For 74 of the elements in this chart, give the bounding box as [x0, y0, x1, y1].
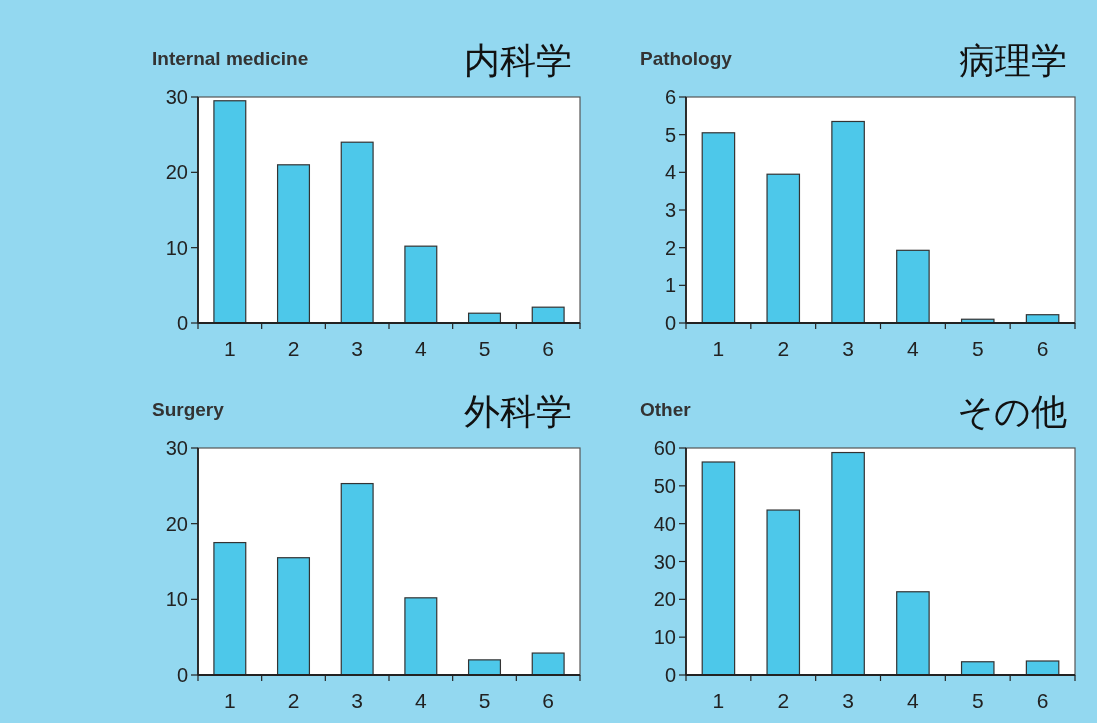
y-tick-label: 60 [653, 437, 676, 459]
y-tick-label: 40 [653, 512, 676, 535]
bar [531, 652, 565, 676]
bar [766, 509, 801, 676]
y-tick-label: 30 [165, 437, 188, 459]
y-tick-label: 5 [664, 123, 676, 146]
bar [276, 557, 311, 676]
x-tick-label: 1 [712, 337, 725, 360]
x-tick-label: 5 [478, 689, 491, 712]
x-tick-label: 3 [351, 689, 364, 712]
bar [896, 249, 930, 324]
y-tick-label: 10 [165, 588, 188, 611]
x-tick-label: 3 [842, 337, 854, 360]
y-tick-label: 0 [176, 664, 188, 686]
x-tick-label: 2 [777, 689, 790, 712]
y-tick-label: 3 [664, 199, 676, 221]
y-tick-label: 10 [653, 626, 676, 649]
chart-subtitle: 内科学 [464, 40, 572, 81]
chart-title: Surgery [152, 399, 225, 420]
x-tick-label: 6 [1036, 689, 1049, 712]
x-tick-label: 1 [223, 337, 236, 360]
bar [831, 120, 865, 324]
x-tick-label: 5 [478, 337, 491, 360]
x-tick-label: 2 [287, 689, 300, 712]
x-tick-label: 1 [223, 689, 236, 712]
x-tick-label: 3 [351, 337, 364, 360]
chart-subtitle: 病理学 [959, 40, 1067, 81]
y-tick-label: 20 [165, 161, 188, 184]
x-tick-label: 4 [907, 689, 920, 712]
y-tick-label: 6 [664, 86, 676, 108]
bar [340, 141, 374, 324]
y-tick-label: 2 [664, 236, 676, 259]
y-tick-label: 0 [176, 312, 188, 334]
x-tick-label: 4 [414, 337, 427, 360]
x-tick-label: 4 [907, 337, 920, 360]
bar [701, 132, 736, 324]
y-tick-label: 20 [165, 512, 188, 535]
x-tick-label: 2 [287, 337, 300, 360]
bar [766, 173, 801, 324]
chart-subtitle: その他 [957, 391, 1067, 432]
x-tick-label: 5 [971, 337, 984, 360]
x-tick-label: 2 [777, 337, 790, 360]
bar [213, 541, 247, 676]
y-tick-label: 0 [664, 312, 676, 334]
bar [404, 245, 438, 324]
bar [276, 164, 311, 324]
chart-subtitle: 外科学 [464, 391, 572, 432]
y-tick-label: 30 [653, 550, 676, 573]
x-tick-label: 6 [542, 337, 555, 360]
chart-title: Other [640, 399, 692, 420]
y-tick-label: 30 [165, 86, 188, 108]
y-tick-label: 4 [664, 161, 676, 184]
x-tick-label: 3 [842, 689, 854, 712]
bar [701, 461, 736, 676]
y-tick-label: 20 [653, 588, 676, 611]
chart-title: Internal medicine [152, 48, 309, 69]
bar [404, 597, 438, 676]
bar [213, 100, 247, 324]
bar [831, 451, 865, 676]
y-tick-label: 0 [664, 664, 676, 686]
x-tick-label: 5 [971, 689, 984, 712]
bar [340, 482, 374, 676]
x-tick-label: 6 [542, 689, 555, 712]
x-tick-label: 1 [712, 689, 725, 712]
chart-title: Pathology [640, 48, 733, 69]
y-tick-label: 10 [165, 236, 188, 259]
x-tick-label: 6 [1036, 337, 1049, 360]
bar [960, 661, 995, 676]
y-tick-label: 1 [664, 274, 676, 297]
bar [1025, 660, 1060, 676]
x-tick-label: 4 [414, 689, 427, 712]
bar [896, 591, 930, 676]
y-tick-label: 50 [653, 474, 676, 497]
bar [467, 659, 502, 676]
